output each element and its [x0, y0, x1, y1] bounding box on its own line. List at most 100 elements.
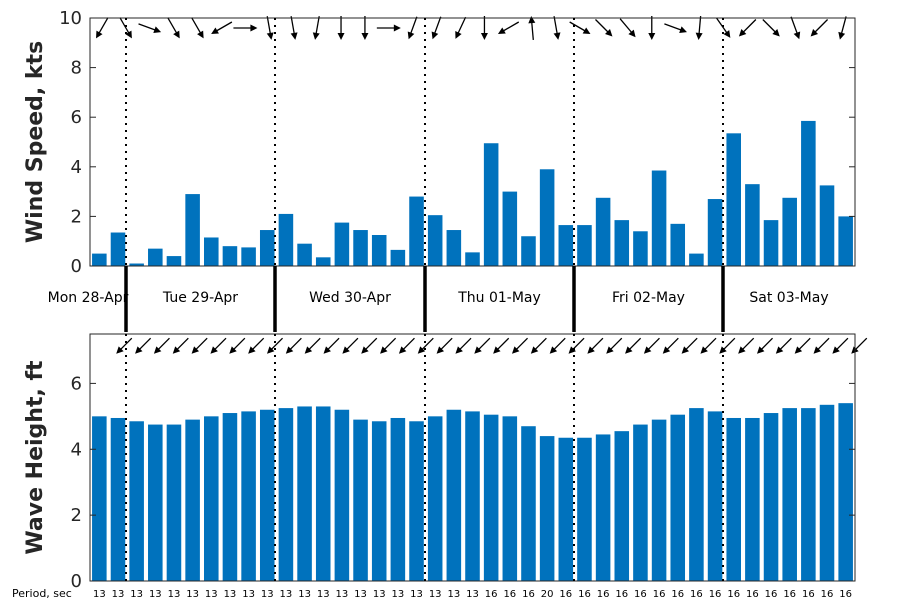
wave-arrow: [851, 337, 868, 354]
wind-speed-bar: [819, 185, 835, 266]
wind-arrow: [431, 16, 442, 40]
period-value: 13: [410, 589, 423, 600]
wind-y-ticks: 0 2 4 6 8 10: [59, 8, 855, 277]
wave-height-bar: [763, 413, 779, 581]
wind-tick-label: 0: [71, 256, 82, 277]
wave-arrow: [116, 337, 133, 354]
wave-height-bar: [315, 406, 331, 581]
wave-height-bar: [483, 414, 499, 581]
period-value: 16: [634, 589, 647, 600]
wind-tick-label: 6: [71, 107, 82, 128]
wave-height-bar: [241, 411, 256, 581]
wave-arrow: [304, 337, 321, 354]
wind-speed-bar: [707, 199, 723, 266]
wave-arrow: [455, 337, 472, 354]
wave-height-bar: [633, 424, 648, 581]
wave-arrow: [342, 337, 359, 354]
wind-speed-bar: [745, 184, 760, 266]
wind-speed-bar: [782, 197, 797, 266]
period-value: 13: [242, 589, 255, 600]
wave-height-bar: [297, 406, 312, 581]
wind-speed-bar: [633, 231, 648, 266]
wind-speed-bar: [185, 194, 200, 266]
wave-tick-label: 6: [71, 373, 82, 394]
wave-arrow: [361, 337, 378, 354]
day-labels-band: Mon 28-Apr Tue 29-Apr Wed 30-Apr Thu 01-May…: [48, 290, 829, 306]
wave-arrow: [172, 337, 189, 354]
wave-height-bar: [838, 403, 853, 581]
wave-height-bar: [558, 437, 574, 581]
wave-arrow: [606, 337, 623, 354]
wind-tick-label: 2: [71, 206, 82, 227]
period-value: 16: [802, 589, 815, 600]
wind-arrow: [233, 24, 258, 32]
wind-speed-bar: [222, 246, 238, 266]
period-value: 13: [112, 589, 125, 600]
period-value: 16: [671, 589, 684, 600]
wave-height-bar: [651, 419, 667, 581]
wind-speed-panel: 0 2 4 6 8 10 Wind Speed, kts: [23, 8, 856, 277]
wave-height-bar: [334, 409, 350, 581]
wave-height-bar: [110, 417, 126, 581]
wave-height-bar: [726, 417, 741, 581]
wind-arrow: [191, 17, 204, 39]
wave-height-bar: [707, 411, 723, 581]
wind-speed-bar: [502, 191, 518, 266]
wind-arrow: [810, 19, 829, 37]
period-value: 13: [280, 589, 293, 600]
wave-arrow: [229, 337, 246, 354]
wind-speed-bar: [166, 256, 182, 266]
period-row-label: Period, sec: [12, 587, 72, 600]
day-label: Sat 03-May: [749, 290, 828, 306]
wind-arrow: [138, 23, 162, 33]
wind-tick-label: 4: [71, 157, 82, 178]
wave-arrow: [568, 337, 585, 354]
period-value: 16: [690, 589, 703, 600]
wind-speed-bar: [595, 197, 611, 266]
wind-speed-bar: [838, 216, 853, 266]
period-value: 13: [429, 589, 442, 600]
wind-arrow: [376, 24, 401, 32]
wave-height-bar: [539, 436, 555, 581]
period-value: 13: [168, 589, 181, 600]
wave-height-bar: [446, 409, 462, 581]
wind-arrow: [790, 16, 801, 40]
wind-arrow: [553, 16, 561, 40]
wave-height-bar: [185, 419, 200, 581]
period-value: 13: [149, 589, 162, 600]
wave-height-bar: [409, 421, 424, 581]
period-value: 16: [746, 589, 759, 600]
wave-arrow: [398, 337, 415, 354]
period-value: 16: [821, 589, 834, 600]
wave-height-bar: [502, 416, 518, 581]
wind-arrow: [762, 19, 780, 37]
wind-speed-bar: [577, 225, 592, 266]
period-value: 13: [93, 589, 106, 600]
wave-height-bar: [782, 408, 797, 581]
wind-arrow: [595, 19, 613, 37]
period-value: 16: [765, 589, 778, 600]
wind-y-axis-title: Wind Speed, kts: [23, 41, 48, 243]
wind-speed-bar: [204, 237, 219, 266]
wave-height-bar: [129, 421, 144, 581]
wind-arrow: [167, 17, 180, 39]
wind-arrow: [361, 16, 369, 40]
wind-direction-arrows: [96, 15, 847, 41]
wind-arrow: [337, 16, 345, 40]
wave-height-bar: [259, 409, 275, 581]
wave-arrow: [625, 337, 642, 354]
wind-speed-bar: [427, 215, 443, 266]
wind-speed-bar: [92, 253, 107, 266]
wave-height-bar: [670, 414, 686, 581]
wave-height-bar: [465, 411, 480, 581]
wave-arrow: [549, 337, 566, 354]
wind-speed-bar: [148, 248, 163, 266]
wave-arrow: [530, 337, 547, 354]
wind-speed-bar: [726, 133, 741, 266]
wind-arrow: [266, 16, 274, 40]
period-value: 13: [205, 589, 218, 600]
wave-arrow: [643, 337, 660, 354]
wind-plot-frame: [89, 17, 856, 267]
wave-arrow: [587, 337, 604, 354]
period-value: 16: [709, 589, 722, 600]
